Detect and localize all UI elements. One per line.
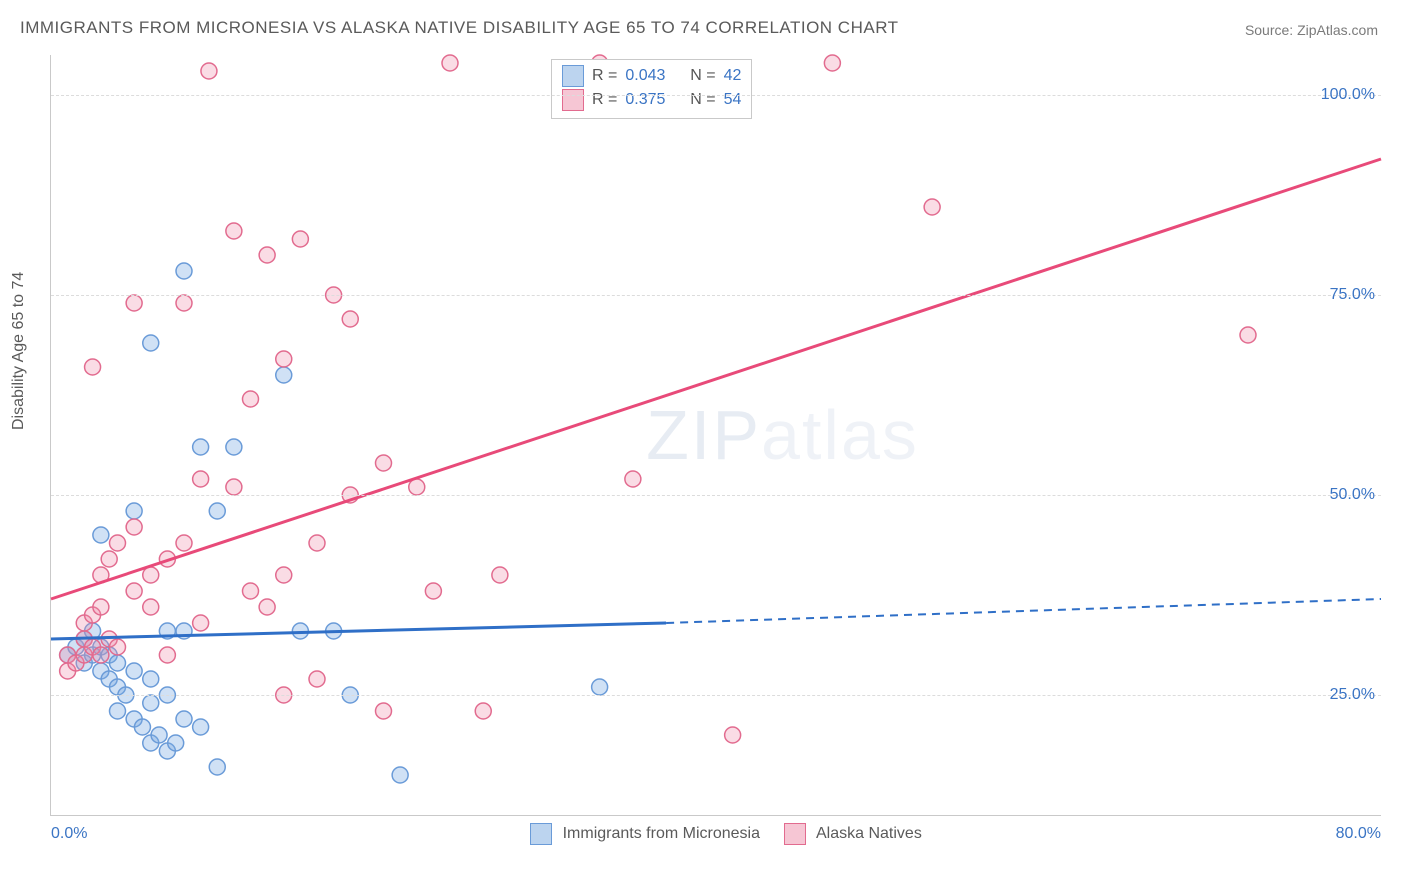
data-point <box>151 727 167 743</box>
y-tick-label: 100.0% <box>1321 86 1375 104</box>
n-value-1: 42 <box>724 64 742 88</box>
data-point <box>201 63 217 79</box>
y-tick-label: 75.0% <box>1330 286 1375 304</box>
trend-line <box>51 623 666 639</box>
data-point <box>126 663 142 679</box>
trend-line-dashed <box>666 599 1381 623</box>
n-label-2: N = <box>690 88 715 112</box>
r-value-2: 0.375 <box>625 88 665 112</box>
stats-row-series-1: R = 0.043 N = 42 <box>562 64 741 88</box>
data-point <box>1240 327 1256 343</box>
data-point <box>176 535 192 551</box>
plot-area: ZIPatlas R = 0.043 N = 42 R = 0.375 N = … <box>50 55 1381 816</box>
data-point <box>425 583 441 599</box>
data-point <box>276 367 292 383</box>
data-point <box>442 55 458 71</box>
y-tick-label: 25.0% <box>1330 686 1375 704</box>
data-point <box>110 703 126 719</box>
data-point <box>126 503 142 519</box>
data-point <box>101 551 117 567</box>
data-point <box>143 671 159 687</box>
data-point <box>226 479 242 495</box>
data-point <box>193 719 209 735</box>
source-attribution: Source: ZipAtlas.com <box>1245 22 1378 38</box>
source-name: ZipAtlas.com <box>1297 22 1378 38</box>
data-point <box>475 703 491 719</box>
stats-legend-box: R = 0.043 N = 42 R = 0.375 N = 54 <box>551 59 752 119</box>
source-label: Source: <box>1245 22 1293 38</box>
x-tick-label-left: 0.0% <box>51 825 87 843</box>
stats-row-series-2: R = 0.375 N = 54 <box>562 88 741 112</box>
data-point <box>126 583 142 599</box>
data-point <box>193 615 209 631</box>
chart-svg <box>51 55 1381 815</box>
footer-label-series-1: Immigrants from Micronesia <box>563 825 760 842</box>
data-point <box>134 719 150 735</box>
data-point <box>110 535 126 551</box>
x-tick-label-right: 80.0% <box>1336 825 1381 843</box>
data-point <box>392 767 408 783</box>
data-point <box>226 223 242 239</box>
data-point <box>259 247 275 263</box>
n-value-2: 54 <box>724 88 742 112</box>
data-point <box>342 311 358 327</box>
data-point <box>176 263 192 279</box>
data-point <box>309 535 325 551</box>
footer-swatch-series-2 <box>784 823 806 845</box>
swatch-series-1 <box>562 65 584 87</box>
data-point <box>159 647 175 663</box>
gridline <box>51 495 1381 496</box>
footer-label-series-2: Alaska Natives <box>816 825 922 842</box>
y-tick-label: 50.0% <box>1330 486 1375 504</box>
data-point <box>259 599 275 615</box>
trend-line <box>51 159 1381 599</box>
gridline <box>51 695 1381 696</box>
data-point <box>276 567 292 583</box>
data-point <box>209 503 225 519</box>
data-point <box>110 639 126 655</box>
data-point <box>176 711 192 727</box>
data-point <box>143 599 159 615</box>
data-point <box>276 351 292 367</box>
y-axis-label: Disability Age 65 to 74 <box>10 272 28 430</box>
data-point <box>625 471 641 487</box>
data-point <box>143 695 159 711</box>
gridline <box>51 295 1381 296</box>
data-point <box>924 199 940 215</box>
data-point <box>226 439 242 455</box>
data-point <box>824 55 840 71</box>
data-point <box>93 599 109 615</box>
data-point <box>126 295 142 311</box>
data-point <box>243 391 259 407</box>
footer-swatch-series-1 <box>530 823 552 845</box>
data-point <box>168 735 184 751</box>
data-point <box>193 439 209 455</box>
data-point <box>292 231 308 247</box>
data-point <box>143 335 159 351</box>
data-point <box>725 727 741 743</box>
data-point <box>592 679 608 695</box>
r-label-1: R = <box>592 64 617 88</box>
footer-legend: Immigrants from Micronesia Alaska Native… <box>51 823 1381 845</box>
data-point <box>243 583 259 599</box>
data-point <box>376 455 392 471</box>
r-label-2: R = <box>592 88 617 112</box>
data-point <box>110 655 126 671</box>
data-point <box>209 759 225 775</box>
data-point <box>93 647 109 663</box>
data-point <box>176 295 192 311</box>
r-value-1: 0.043 <box>625 64 665 88</box>
data-point <box>492 567 508 583</box>
data-point <box>376 703 392 719</box>
data-point <box>126 519 142 535</box>
gridline <box>51 95 1381 96</box>
n-label-1: N = <box>690 64 715 88</box>
data-point <box>309 671 325 687</box>
swatch-series-2 <box>562 89 584 111</box>
data-point <box>85 359 101 375</box>
data-point <box>193 471 209 487</box>
data-point <box>93 527 109 543</box>
chart-title: IMMIGRANTS FROM MICRONESIA VS ALASKA NAT… <box>20 18 899 38</box>
